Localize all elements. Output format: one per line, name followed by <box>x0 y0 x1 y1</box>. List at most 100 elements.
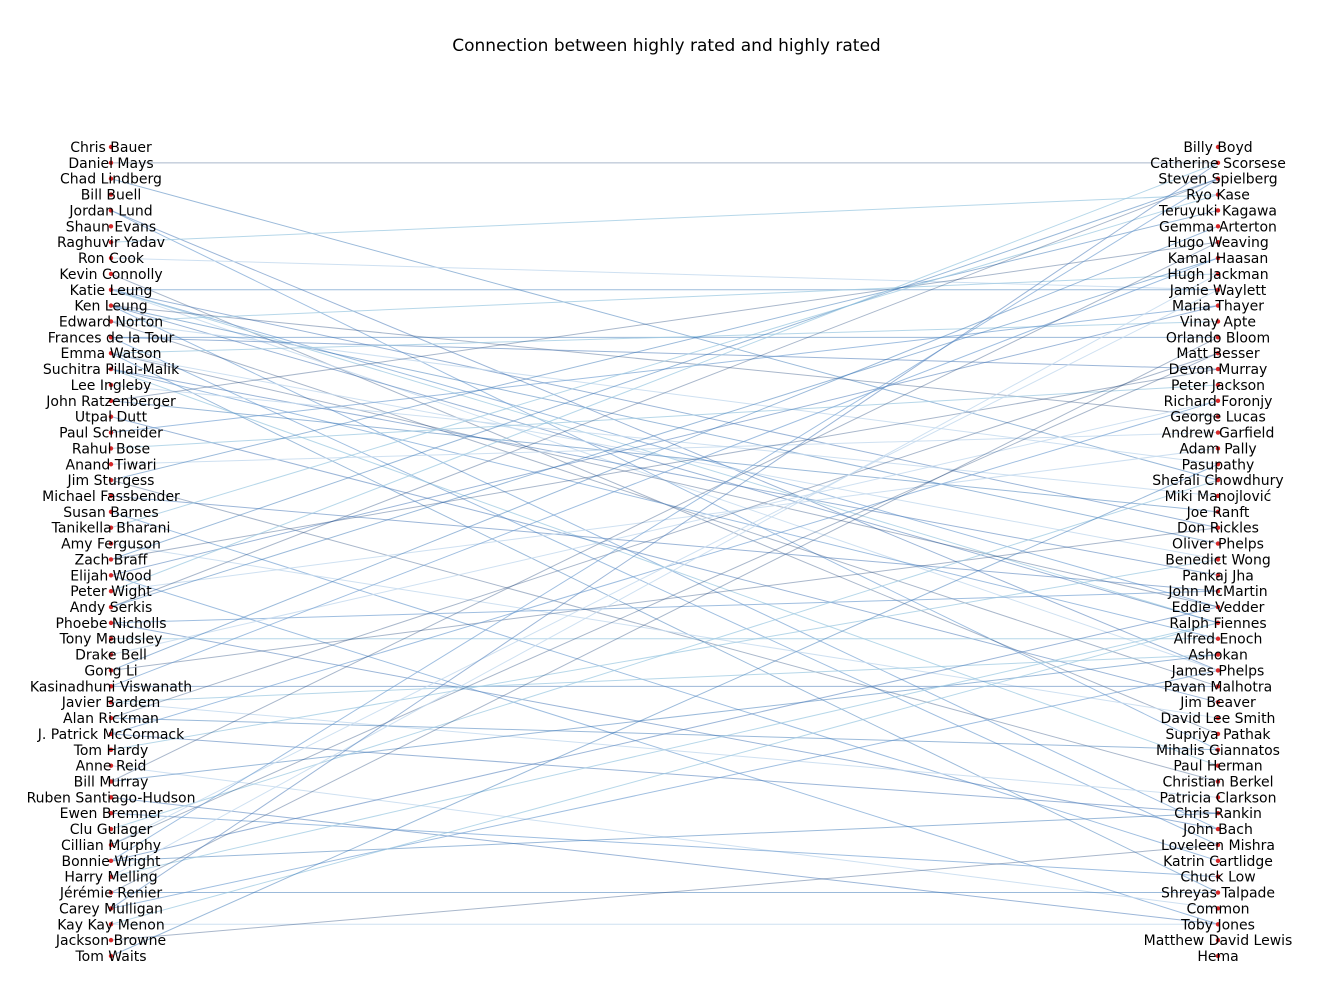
left-node-label: Harry Melling <box>64 870 157 886</box>
right-node-label: Steven Spielberg <box>1158 172 1277 188</box>
right-node <box>1215 747 1221 752</box>
edge <box>110 654 1219 783</box>
right-node <box>1215 652 1221 657</box>
right-node-label: Hugh Jackman <box>1167 267 1268 283</box>
right-node-label: Alfred Enoch <box>1174 632 1263 648</box>
left-node-label: Susan Barnes <box>63 505 158 521</box>
right-node-label: Oliver Phelps <box>1172 537 1264 553</box>
left-node-label: J. Patrick McCormack <box>37 727 185 743</box>
right-node-label: Matthew David Lewis <box>1144 933 1293 949</box>
edge <box>110 622 1219 830</box>
edge <box>110 273 1219 322</box>
edge <box>110 352 1219 560</box>
left-node <box>108 747 114 752</box>
left-node <box>108 684 114 689</box>
edge <box>110 178 1219 560</box>
edge <box>110 305 1219 576</box>
left-node <box>108 922 114 927</box>
edge <box>110 495 1219 592</box>
right-node <box>1215 763 1221 768</box>
right-node <box>1215 525 1221 530</box>
left-node-label: Daniel Mays <box>68 156 153 172</box>
left-node <box>108 604 114 610</box>
left-node <box>108 668 114 673</box>
right-node-label: Teruyuki Kagawa <box>1158 203 1277 219</box>
left-node <box>108 620 114 626</box>
left-node-label: Jérémie Renier <box>59 886 162 902</box>
right-node <box>1215 303 1221 308</box>
left-node-label: Jim Sturgess <box>67 473 155 489</box>
right-node <box>1215 366 1221 372</box>
right-node <box>1215 414 1221 419</box>
left-node <box>108 462 114 467</box>
right-node <box>1215 382 1221 388</box>
right-node <box>1215 462 1221 467</box>
right-node-label: Patricia Clarkson <box>1160 790 1277 806</box>
right-node <box>1215 636 1221 641</box>
left-node-label: Ruben Santiago-Hudson <box>27 790 196 806</box>
left-node-label: Paul Schneider <box>59 426 163 442</box>
left-node-label: Kasinadhuni Viswanath <box>30 679 192 695</box>
right-node <box>1215 509 1221 515</box>
right-node <box>1215 588 1221 594</box>
left-node <box>108 351 114 356</box>
right-node-label: Jamie Waylett <box>1169 283 1267 299</box>
edge <box>110 812 1219 878</box>
right-node-label: Christian Berkel <box>1163 775 1274 791</box>
left-node-label: Katie Leung <box>70 283 153 299</box>
right-node-label: Kamal Haasan <box>1168 251 1269 267</box>
left-node <box>108 715 114 721</box>
left-node <box>108 335 114 340</box>
left-node-label: Anne Reid <box>76 759 147 775</box>
edge <box>110 225 1219 671</box>
left-node-label: Drake Bell <box>75 648 147 664</box>
right-node <box>1215 160 1221 166</box>
edge <box>110 400 1219 513</box>
right-node <box>1215 573 1221 578</box>
right-node-label: Vinay Apte <box>1180 314 1256 330</box>
right-node <box>1215 668 1221 673</box>
right-node <box>1215 795 1221 800</box>
right-node <box>1215 176 1221 181</box>
right-node <box>1215 446 1221 451</box>
left-node-label: Kevin Connolly <box>59 267 162 283</box>
left-node-label: Tom Waits <box>74 949 146 965</box>
left-node-label: Bill Buell <box>81 188 142 204</box>
right-node <box>1215 906 1221 911</box>
left-node <box>108 763 114 768</box>
edge <box>110 194 1219 529</box>
left-node-label: John Ratzenberger <box>45 394 176 410</box>
edge <box>110 336 1219 893</box>
left-node <box>108 239 114 245</box>
right-node <box>1215 224 1221 229</box>
right-node-label: Hugo Weaving <box>1167 235 1268 251</box>
edge <box>110 590 1219 624</box>
left-node-label: Andy Serkis <box>70 600 153 616</box>
right-node-label: Maria Thayer <box>1172 299 1264 315</box>
edge <box>110 796 1219 925</box>
left-node-label: Cillian Murphy <box>61 838 161 854</box>
left-node <box>108 557 114 562</box>
right-node-label: Peter Jackson <box>1171 378 1265 394</box>
edge <box>110 273 1219 878</box>
edge <box>110 384 1219 449</box>
left-node-label: Shaun Evans <box>66 219 156 235</box>
left-node-label: Tony Maudsley <box>59 632 163 648</box>
right-node <box>1215 953 1221 959</box>
left-node-label: Tom Hardy <box>73 743 149 759</box>
right-node <box>1215 319 1221 324</box>
right-node-label: Joe Ranft <box>1186 505 1250 521</box>
right-node-label: Paul Herman <box>1173 759 1262 775</box>
edge <box>110 368 1219 640</box>
left-node <box>108 271 114 277</box>
edge-group <box>110 162 1219 957</box>
edge <box>110 241 1219 402</box>
left-node <box>108 826 114 832</box>
left-node-label: Utpal Dutt <box>75 410 148 426</box>
edge <box>110 527 1219 671</box>
right-node-label: James Phelps <box>1171 663 1265 679</box>
left-node-label: Jordan Lund <box>68 203 152 219</box>
right-node-label: George Lucas <box>1170 410 1265 426</box>
right-node-label: Richard Foronjy <box>1164 394 1273 410</box>
